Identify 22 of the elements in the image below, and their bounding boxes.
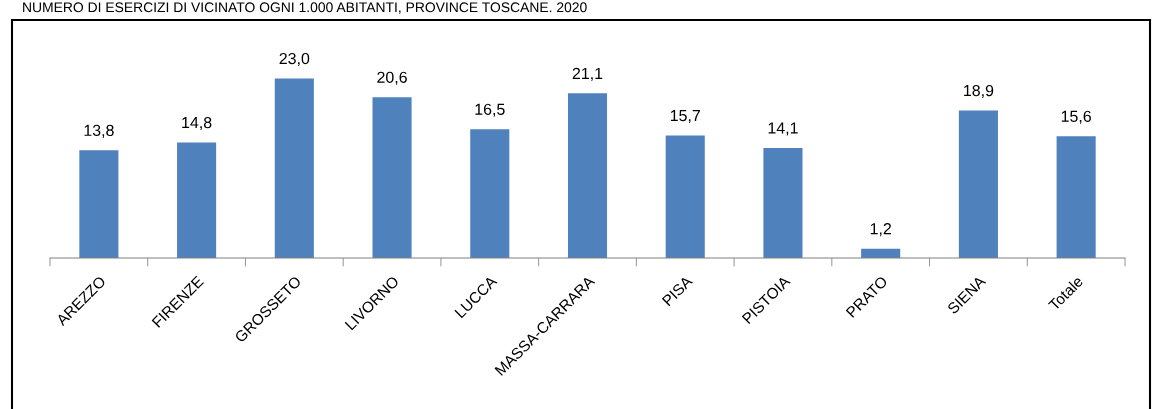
bar — [274, 78, 314, 258]
data-label: 14,8 — [182, 116, 212, 131]
data-label: 23,0 — [279, 52, 310, 67]
chart-title: NUMERO DI ESERCIZI DI VICINATO OGNI 1.000 ABITANTI, PROVINCE TOSCANE. 2020 — [23, 2, 587, 14]
bar — [958, 110, 998, 258]
bar — [372, 97, 412, 258]
data-label: 20,6 — [377, 71, 407, 85]
data-label: 21,1 — [572, 67, 603, 81]
bar — [567, 93, 608, 258]
data-label: 18,9 — [964, 84, 994, 99]
bar — [763, 147, 803, 258]
data-label: 13,8 — [84, 124, 114, 138]
bar — [470, 129, 510, 258]
data-label: 1,2 — [870, 223, 891, 237]
bar — [1056, 136, 1096, 258]
data-label: 16,5 — [475, 103, 505, 117]
bar — [79, 150, 119, 258]
bar — [177, 142, 217, 258]
bar — [665, 135, 705, 258]
data-label: 15,7 — [670, 110, 700, 124]
data-label: 14,1 — [768, 122, 798, 136]
data-label: 15,6 — [1061, 110, 1091, 124]
